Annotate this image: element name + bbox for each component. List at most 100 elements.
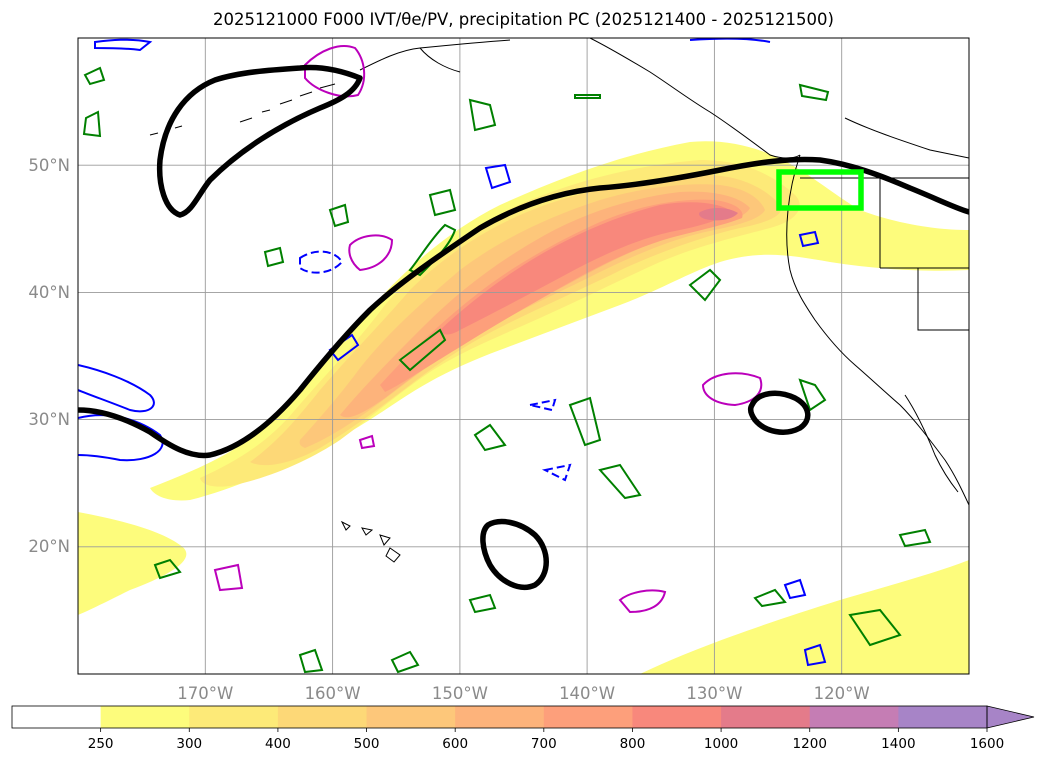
lon-tick-label: 120°W (814, 684, 870, 703)
colorbar-segment (543, 706, 633, 728)
pv-contour (574, 94, 601, 99)
theta-e-alaska-loop (156, 64, 363, 218)
colorbar-segment (366, 706, 456, 728)
theta-e-south-loop (480, 518, 549, 590)
colorbar-segment (898, 706, 988, 728)
pv-contours-blue (78, 38, 827, 667)
theta-e-main-contour (78, 156, 969, 459)
pv-contour (541, 463, 572, 482)
pv-contour (390, 650, 420, 674)
pv-contours-green (82, 66, 932, 674)
pv-contour (783, 578, 807, 600)
pv-contour (82, 110, 102, 138)
ivt-250-south-band (78, 512, 187, 615)
colorbar-segment (455, 706, 545, 728)
pv-contour (358, 434, 376, 450)
pv-contour (83, 66, 106, 86)
pv-contour (798, 83, 830, 102)
pv-contour (153, 558, 182, 580)
pv-contour (701, 372, 763, 407)
pv-contour (529, 398, 557, 412)
ivt-filled-contours (78, 141, 969, 674)
pv-contour (598, 463, 642, 500)
pv-contour (468, 98, 497, 132)
colorbar-tick-label: 300 (176, 736, 202, 752)
colorbar-tick-label: 1000 (704, 736, 738, 752)
pv-contours-magenta (213, 45, 763, 614)
colorbar-frame (11, 705, 988, 729)
pv-contour (348, 234, 394, 272)
ivt-250-south-plume (640, 560, 969, 674)
colorbar-segment (277, 706, 368, 728)
colorbar: 250 300 400 500 600 700 800 1000 1200 1400 1600 (11, 705, 1035, 752)
baja-california (904, 394, 959, 493)
colorbar-segment (100, 706, 190, 728)
colorbar-tick-label: 400 (265, 736, 291, 752)
gridlines (78, 38, 969, 674)
pv-contour (299, 250, 344, 274)
alaska-coastline (359, 38, 801, 159)
colorbar-tick-label: 250 (88, 736, 114, 752)
pv-contour (753, 588, 787, 608)
colorbar-tick-label: 800 (620, 736, 646, 752)
colorbar-tick-label: 1600 (970, 736, 1004, 752)
colorbar-tick-label: 700 (531, 736, 557, 752)
colorbar-segment (189, 706, 279, 728)
pv-contour (304, 45, 366, 98)
lat-tick-label: 20°N (28, 537, 70, 556)
pv-contour (688, 268, 722, 302)
colorbar-segments (12, 706, 988, 728)
pv-contour (618, 589, 667, 614)
pv-contour (328, 203, 350, 228)
pv-contour (898, 528, 932, 548)
pv-contour (78, 364, 155, 413)
colorbar-ticks: 250 300 400 500 600 700 800 1000 1200 1400 1600 (88, 728, 1004, 752)
pv-contours (78, 38, 932, 674)
pv-contour (398, 328, 447, 372)
pv-contour (473, 423, 507, 452)
ivt-800-shading (440, 202, 730, 335)
pv-contour (263, 246, 285, 268)
lon-tick-label: 140°W (559, 684, 615, 703)
colorbar-segment (632, 706, 722, 728)
pv-contour (94, 38, 153, 52)
ivt-1000-shading (699, 207, 738, 221)
lon-tick-labels: 170°W 160°W 150°W 140°W 130°W 120°W (177, 684, 869, 703)
colorbar-segment (809, 706, 899, 728)
colorbar-tick-label: 1200 (793, 736, 827, 752)
colorbar-tick-label: 600 (442, 736, 468, 752)
colorbar-extend-arrow (986, 705, 1035, 729)
theta-e-east-loop (748, 390, 811, 435)
pv-contour (798, 230, 820, 248)
lat-tick-labels: 50°N 40°N 30°N 20°N (28, 156, 70, 556)
lat-tick-label: 40°N (28, 283, 70, 302)
colorbar-segment (12, 706, 102, 728)
lon-tick-label: 130°W (686, 684, 742, 703)
pv-contour (798, 378, 827, 412)
lon-tick-label: 170°W (177, 684, 233, 703)
pv-contour (568, 396, 602, 447)
pv-contour (468, 593, 497, 614)
pv-contour (213, 563, 244, 592)
pv-contour (484, 163, 512, 190)
pv-contour (298, 648, 324, 674)
hawaii-islands (340, 520, 401, 563)
lon-tick-label: 160°W (305, 684, 361, 703)
precipitation-highlight-box (776, 169, 864, 211)
colorbar-tick-label: 1400 (881, 736, 915, 752)
figure-title: 2025121000 F000 IVT/θe/PV, precipitation… (213, 10, 834, 29)
lat-tick-label: 30°N (28, 410, 70, 429)
pv-contour (848, 608, 902, 647)
pv-contour (428, 188, 457, 217)
lat-tick-label: 50°N (28, 156, 70, 175)
theta-e-contours (78, 64, 969, 590)
colorbar-tick-label: 500 (354, 736, 380, 752)
pv-contour (689, 38, 771, 43)
aleutian-islands (149, 83, 336, 136)
lon-tick-label: 150°W (432, 684, 488, 703)
pv-contour (803, 643, 827, 667)
map-background (78, 38, 969, 674)
us-west-coast (786, 154, 969, 506)
